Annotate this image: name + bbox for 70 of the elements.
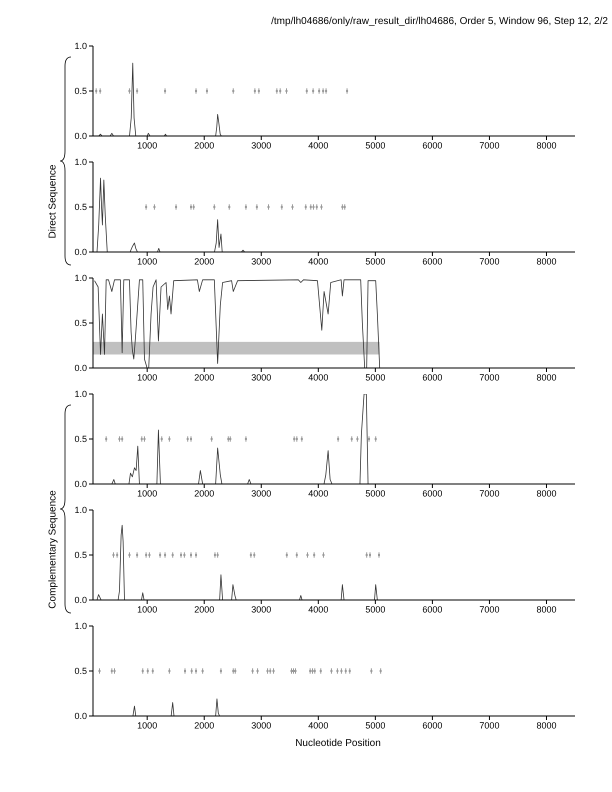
x-tick-label: 4000	[308, 140, 328, 150]
x-tick-label: 3000	[251, 256, 272, 266]
x-axis-title: Nucleotide Position	[294, 738, 382, 749]
x-tick-label: 2000	[194, 372, 214, 382]
chart-title: /tmp/lh04686/only/raw_result_dir/lh04686, Order 5, Window 96, Step 12, 2/2	[271, 16, 608, 27]
x-tick-label: 1000	[137, 488, 158, 498]
x-tick-label: 3000	[251, 604, 272, 614]
x-tick-label: 7000	[479, 140, 500, 150]
y-tick-label: 1.0	[74, 273, 87, 284]
y-axis-title: Complementary Sequence	[48, 490, 58, 608]
x-tick-label: 7000	[479, 488, 500, 498]
x-tick-label: 4000	[308, 488, 328, 498]
x-tick-label: 7000	[479, 720, 500, 730]
y-tick-label: 0.5	[74, 434, 87, 444]
y-tick-label: 0.0	[74, 363, 87, 374]
x-tick-label: 6000	[422, 488, 442, 498]
x-tick-label: 6000	[422, 604, 442, 614]
x-tick-label: 3000	[251, 488, 272, 498]
x-tick-label: 4000	[308, 604, 328, 614]
x-tick-label: 5000	[365, 488, 386, 498]
x-tick-label: 3000	[251, 372, 272, 382]
y-tick-label: 1.0	[74, 157, 87, 168]
y-tick-label: 0.5	[74, 86, 87, 96]
x-tick-label: 5000	[365, 604, 386, 614]
x-tick-label: 5000	[365, 256, 386, 266]
y-tick-label: 0.0	[74, 595, 87, 606]
x-tick-label: 8000	[536, 720, 556, 730]
y-tick-label: 0.5	[74, 666, 87, 676]
y-tick-label: 1.0	[74, 41, 87, 52]
x-tick-label: 8000	[536, 488, 556, 498]
x-tick-label: 2000	[194, 604, 214, 614]
y-axis-title: Direct Sequence	[48, 164, 58, 238]
y-tick-label: 0.0	[74, 711, 87, 722]
x-tick-label: 2000	[194, 488, 214, 498]
y-tick-label: 1.0	[74, 389, 87, 400]
y-tick-label: 0.5	[74, 318, 87, 328]
x-tick-label: 7000	[479, 256, 500, 266]
x-tick-label: 5000	[365, 140, 386, 150]
x-tick-label: 2000	[194, 256, 214, 266]
y-tick-label: 0.0	[74, 247, 87, 258]
x-tick-label: 8000	[536, 140, 556, 150]
x-tick-label: 8000	[536, 372, 556, 382]
x-tick-label: 3000	[251, 140, 272, 150]
y-tick-label: 0.5	[74, 202, 87, 212]
y-tick-label: 1.0	[74, 621, 87, 632]
x-tick-label: 5000	[365, 372, 386, 382]
x-tick-label: 4000	[308, 720, 328, 730]
y-tick-label: 0.0	[74, 131, 87, 142]
x-tick-label: 2000	[194, 140, 214, 150]
x-tick-label: 7000	[479, 604, 500, 614]
x-tick-label: 8000	[536, 256, 556, 266]
x-tick-label: 6000	[422, 372, 442, 382]
x-tick-label: 7000	[479, 372, 500, 382]
x-tick-label: 1000	[137, 604, 158, 614]
x-tick-label: 3000	[251, 720, 272, 730]
y-tick-label: 1.0	[74, 505, 87, 516]
y-tick-label: 0.5	[74, 550, 87, 560]
x-tick-label: 1000	[137, 140, 158, 150]
x-tick-label: 5000	[365, 720, 386, 730]
x-tick-label: 1000	[137, 720, 158, 730]
y-tick-label: 0.0	[74, 479, 87, 490]
x-tick-label: 2000	[194, 720, 214, 730]
x-tick-label: 6000	[422, 256, 442, 266]
x-tick-label: 6000	[422, 140, 442, 150]
x-tick-label: 4000	[308, 256, 328, 266]
x-tick-label: 1000	[137, 256, 158, 266]
x-tick-label: 8000	[536, 604, 556, 614]
x-tick-label: 6000	[422, 720, 442, 730]
x-tick-label: 1000	[137, 372, 158, 382]
x-tick-label: 4000	[308, 372, 328, 382]
